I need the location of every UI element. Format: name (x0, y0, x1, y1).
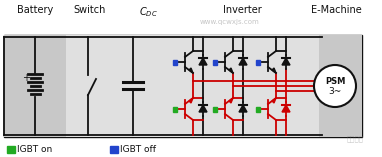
Text: IGBT off: IGBT off (120, 144, 156, 154)
Bar (173, 106, 177, 111)
Polygon shape (272, 68, 276, 73)
Polygon shape (199, 105, 207, 112)
Bar (110, 35, 156, 137)
Polygon shape (282, 105, 290, 112)
Bar (4, 35, 362, 137)
Bar (4, 35, 66, 137)
Bar (110, 146, 118, 152)
Polygon shape (229, 98, 233, 103)
Polygon shape (189, 98, 193, 103)
Polygon shape (199, 58, 207, 65)
Text: 可可电路: 可可电路 (346, 136, 364, 142)
Polygon shape (272, 98, 276, 103)
Text: 3~: 3~ (329, 87, 342, 95)
Bar (256, 60, 260, 65)
Polygon shape (189, 68, 193, 73)
Bar (319, 35, 362, 137)
Bar (156, 35, 319, 137)
Text: PSM: PSM (325, 78, 345, 87)
Text: www.qcwxjs.com: www.qcwxjs.com (200, 19, 260, 25)
Text: Battery: Battery (17, 5, 53, 15)
Bar (213, 60, 217, 65)
Text: $C_{DC}$: $C_{DC}$ (139, 5, 157, 19)
Text: Switch: Switch (74, 5, 106, 15)
Polygon shape (239, 58, 247, 65)
Text: Inverter: Inverter (223, 5, 261, 15)
Bar (173, 60, 177, 65)
Bar (66, 35, 110, 137)
Circle shape (314, 65, 356, 107)
Polygon shape (282, 58, 290, 65)
Bar (213, 106, 217, 111)
Polygon shape (229, 68, 233, 73)
Bar (256, 106, 260, 111)
Text: E-Machine: E-Machine (311, 5, 361, 15)
Bar (7, 146, 15, 152)
Text: IGBT on: IGBT on (17, 144, 52, 154)
Polygon shape (239, 105, 247, 112)
Text: +: + (22, 73, 30, 83)
